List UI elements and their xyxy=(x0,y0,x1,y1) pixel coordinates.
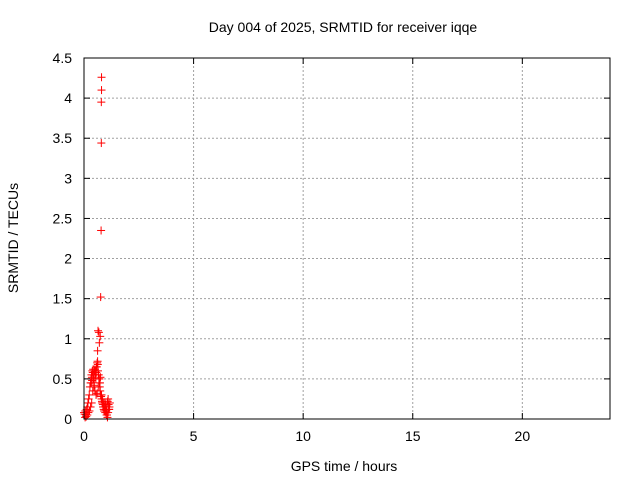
data-point xyxy=(85,406,94,415)
data-point xyxy=(93,389,102,398)
y-tick-label: 2.5 xyxy=(53,210,73,226)
data-point xyxy=(93,346,102,355)
data-point xyxy=(98,398,107,407)
data-point xyxy=(97,86,106,95)
y-tick-label: 1 xyxy=(64,331,72,347)
data-point xyxy=(96,332,105,341)
plot-frame xyxy=(83,57,611,420)
x-tick-label: 0 xyxy=(80,428,88,444)
y-tick-label: 4.5 xyxy=(53,50,73,66)
data-point xyxy=(87,398,96,407)
axis-ticks xyxy=(83,57,610,420)
y-axis-label: SRMTID / TECUs xyxy=(5,183,21,293)
data-point xyxy=(95,338,104,347)
data-point xyxy=(99,402,108,411)
y-tick-label: 1.5 xyxy=(53,291,73,307)
data-point xyxy=(103,413,112,422)
chart-title: Day 004 of 2025, SRMTID for receiver iqq… xyxy=(209,19,478,35)
data-point xyxy=(94,370,103,379)
x-tick-label: 15 xyxy=(405,428,421,444)
y-tick-label: 0.5 xyxy=(53,371,73,387)
y-tick-label: 3.5 xyxy=(53,130,73,146)
data-point xyxy=(84,394,93,403)
data-point xyxy=(94,326,103,335)
data-point xyxy=(88,376,97,385)
data-point xyxy=(89,374,98,383)
data-point xyxy=(84,408,93,417)
data-point xyxy=(96,293,105,302)
y-tick-labels: 0 0.5 1 1.5 2 2.5 3 3.5 4 4.5 xyxy=(53,50,73,427)
data-point xyxy=(97,73,106,82)
x-axis-label: GPS time / hours xyxy=(291,458,398,474)
data-point xyxy=(97,139,106,148)
x-tick-label: 5 xyxy=(190,428,198,444)
data-point xyxy=(93,360,102,369)
data-point xyxy=(90,381,99,390)
data-point xyxy=(94,328,103,337)
data-point xyxy=(97,98,106,107)
y-tick-label: 4 xyxy=(64,90,72,106)
data-point xyxy=(91,366,100,375)
y-tick-label: 2 xyxy=(64,251,72,267)
grid-lines xyxy=(84,58,610,419)
x-tick-labels: 0 5 10 15 20 xyxy=(80,428,530,444)
data-point xyxy=(105,405,114,414)
data-point xyxy=(100,406,109,415)
data-point xyxy=(85,390,94,399)
y-tick-label: 3 xyxy=(64,170,72,186)
x-tick-label: 20 xyxy=(515,428,531,444)
data-point xyxy=(96,390,105,399)
y-tick-label: 0 xyxy=(64,411,72,427)
data-point xyxy=(94,382,103,391)
x-tick-label: 10 xyxy=(295,428,311,444)
data-point xyxy=(86,402,95,411)
data-points xyxy=(80,73,114,422)
data-point xyxy=(95,378,104,387)
data-point xyxy=(97,226,106,235)
